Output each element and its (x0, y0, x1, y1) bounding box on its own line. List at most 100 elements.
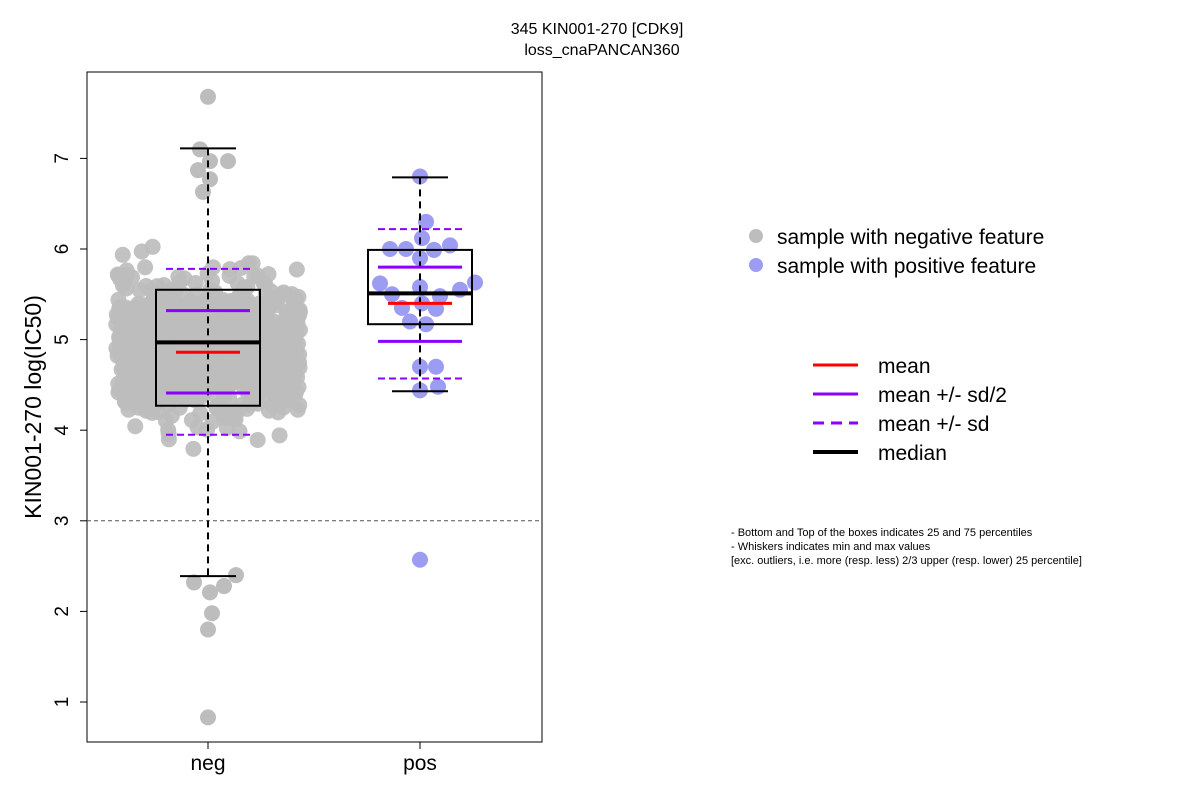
legend-line-label: median (878, 442, 947, 465)
neg-sample-point (288, 261, 305, 278)
neg-sample-point (114, 331, 131, 348)
neg-sample-point (200, 709, 216, 726)
neg-sample-point (144, 404, 161, 421)
neg-sample-point (131, 282, 148, 299)
y-tick-label: 3 (52, 516, 73, 527)
pos-sample-point (442, 237, 458, 254)
chart-title-line2: loss_cnaPANCAN360 (524, 42, 679, 59)
neg-sample-point (266, 331, 283, 348)
neg-sample-point (140, 312, 157, 329)
box-iqr (367, 248, 473, 326)
neg-sample-point (171, 399, 188, 416)
neg-sample-point (114, 246, 131, 263)
neg-sample-point (216, 578, 232, 595)
neg-sample-point (267, 293, 284, 310)
neg-sample-point (185, 440, 202, 457)
neg-sample-point (207, 351, 224, 368)
note-text: - Bottom and Top of the boxes indicates … (731, 527, 1033, 539)
neg-sample-point (143, 384, 160, 401)
neg-sample-point (173, 342, 190, 359)
box-neg (155, 147, 261, 578)
neg-sample-point (114, 310, 131, 327)
neg-sample-point (274, 345, 291, 362)
neg-sample-point (249, 431, 266, 448)
legend-point-label: sample with positive feature (777, 255, 1036, 278)
neg-sample-point (291, 397, 308, 414)
pos-sample-point (432, 288, 448, 305)
y-tick-label: 6 (52, 244, 73, 255)
neg-sample-point (202, 171, 218, 188)
neg-sample-point (287, 290, 304, 307)
neg-sample-point (275, 399, 292, 416)
neg-sample-point (135, 297, 152, 314)
box-iqr (155, 288, 261, 407)
neg-sample-point (186, 574, 202, 591)
x-tick-label-pos: pos (403, 752, 437, 775)
neg-sample-point (204, 605, 220, 622)
pos-sample-point (414, 230, 430, 247)
neg-sample-point (220, 320, 237, 337)
neg-sample-point (208, 377, 225, 394)
pos-sample-point (467, 274, 483, 291)
plot-frame (86, 71, 543, 743)
neg-sample-point (243, 321, 260, 338)
legend: sample with negative feature sample with … (749, 226, 1044, 465)
legend-point-swatch (749, 258, 763, 272)
neg-sample-point (125, 354, 142, 371)
pos-sample-point (430, 378, 446, 395)
neg-sample-point (200, 88, 216, 105)
y-tick-label: 4 (52, 424, 73, 435)
neg-sample-point (220, 153, 236, 170)
neg-sample-point (133, 243, 150, 260)
neg-sample-point (190, 162, 206, 179)
neg-sample-point (165, 287, 182, 304)
pos-sample-point (428, 358, 444, 375)
legend-line-label: mean +/- sd (878, 413, 989, 436)
y-tick-label: 1 (52, 697, 73, 708)
neg-sample-point (234, 286, 251, 303)
neg-sample-point (231, 423, 248, 440)
neg-sample-point (289, 314, 306, 331)
neg-sample-point (202, 584, 218, 601)
neg-sample-point (119, 377, 136, 394)
neg-sample-point (127, 418, 144, 435)
neg-sample-point (153, 284, 170, 301)
neg-sample-point (155, 312, 172, 329)
neg-sample-point (202, 153, 218, 170)
neg-sample-point (150, 350, 167, 367)
note-text: - Whiskers indicates min and max values (731, 541, 931, 553)
pos-sample-point (402, 313, 418, 330)
neg-sample-point (255, 357, 272, 374)
neg-sample-point (289, 369, 306, 386)
pos-sample-point (418, 213, 434, 230)
legend-point-label: sample with negative feature (777, 226, 1044, 249)
neg-sample-point (153, 324, 170, 341)
neg-sample-point (137, 259, 154, 276)
neg-sample-point (200, 621, 216, 638)
neg-sample-point (221, 267, 238, 284)
x-tick-label-neg: neg (190, 752, 225, 775)
box-pos (367, 176, 473, 393)
neg-sample-point (271, 427, 288, 444)
neg-sample-point (266, 313, 283, 330)
note-text: [exc. outliers, i.e. more (resp. less) 2… (731, 555, 1082, 567)
pos-sample-point (372, 275, 388, 292)
legend-line-label: mean +/- sd/2 (878, 384, 1007, 407)
neg-sample-point (161, 359, 178, 376)
neg-sample-point (112, 270, 129, 287)
neg-sample-point (236, 363, 253, 380)
neg-sample-point (222, 305, 239, 322)
legend-point-swatch (749, 229, 763, 243)
pos-sample-point (412, 358, 428, 375)
chart-title-line1: 345 KIN001-270 [CDK9] (511, 21, 684, 38)
neg-sample-point (157, 412, 174, 429)
pos-sample-point (412, 551, 428, 568)
y-tick-label: 2 (52, 606, 73, 617)
legend-line-label: mean (878, 355, 931, 378)
plot-layer: 1 2 3 4 5 6 7 neg pos (52, 88, 542, 775)
neg-sample-point (253, 389, 270, 406)
pos-sample-point (412, 250, 428, 267)
neg-sample-point (183, 412, 200, 429)
y-axis-label: KIN001-270 log(IC50) (20, 295, 46, 519)
